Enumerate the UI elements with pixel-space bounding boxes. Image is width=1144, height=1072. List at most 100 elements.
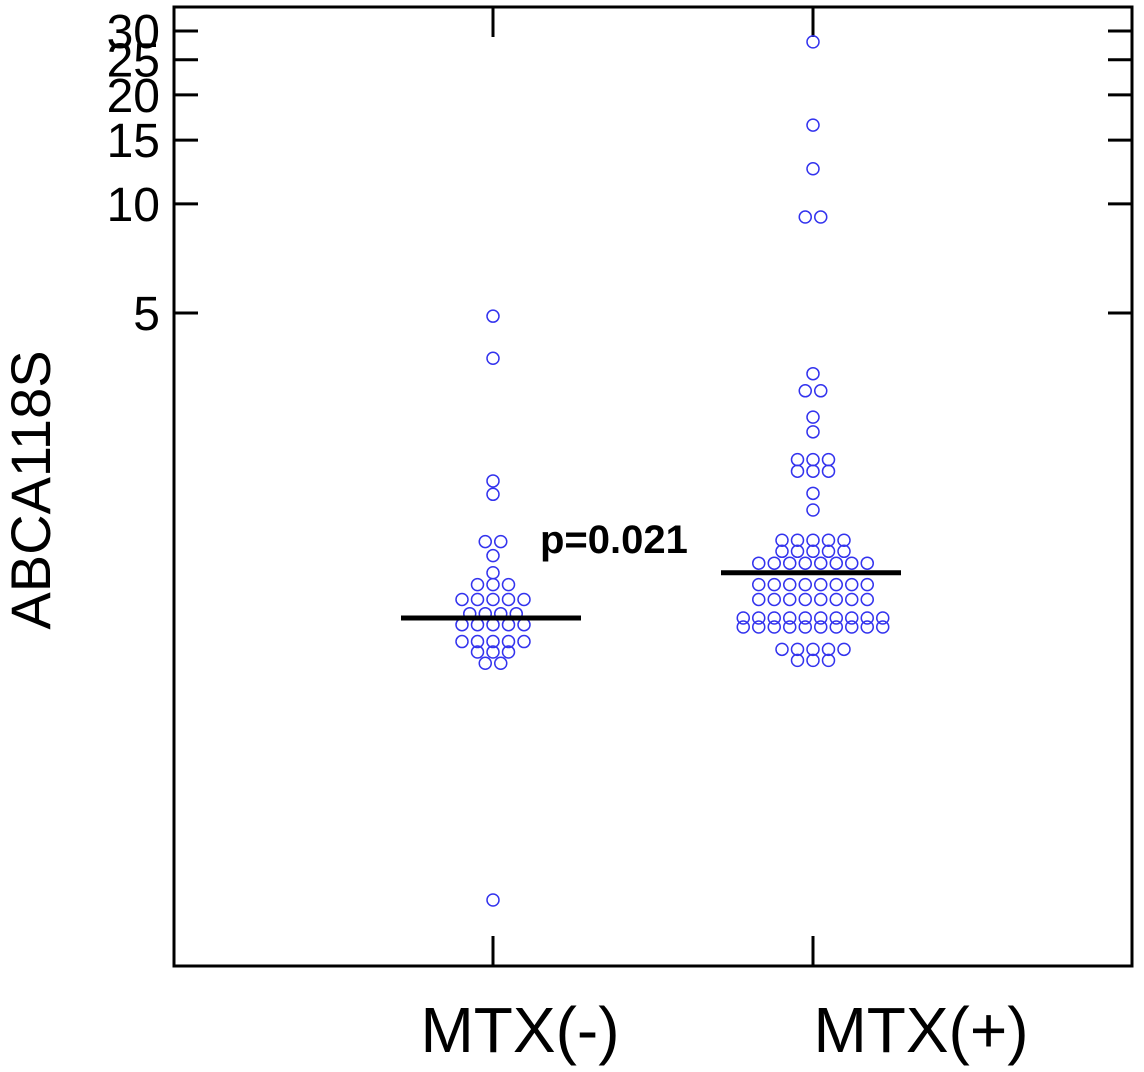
data-point [798,611,812,625]
data-point [767,592,781,607]
y-tick-label: 15 [107,115,160,168]
data-point [486,309,500,323]
data-point [860,577,874,592]
data-point [752,556,766,570]
data-point [478,656,492,671]
data-point [860,556,874,570]
data-point [501,634,516,649]
data-point [837,642,851,657]
data-point [821,452,836,467]
data-point [829,611,843,625]
data-point [814,556,828,570]
data-point [790,653,805,668]
data-point [486,565,500,580]
data-point [829,556,843,570]
data-point [821,464,836,478]
data-point [806,118,820,132]
data-point [517,592,531,607]
data-point [814,210,828,224]
data-point [845,620,859,634]
data-point [470,645,485,659]
data-point [783,611,797,625]
data-point [775,533,789,548]
data-point [814,577,828,592]
data-point [783,556,797,570]
y-axis-title: ABCA118S [0,350,62,629]
data-point [790,452,805,467]
y-tick-label: 10 [107,179,160,232]
data-point [752,611,766,625]
data-point [470,634,485,649]
data-point [845,577,859,592]
data-point [814,611,828,625]
data-point [798,577,812,592]
data-point [486,474,500,488]
category-label-mtx-minus: MTX(-) [420,994,619,1066]
data-point [455,592,469,607]
data-point [806,35,820,49]
data-point [798,620,812,634]
data-point [876,620,890,634]
y-tick-label: 30 [107,6,160,59]
data-point [486,351,500,366]
data-point [860,620,874,634]
data-point [829,592,843,607]
data-point [806,486,820,501]
data-point [798,592,812,607]
data-point [845,592,859,607]
data-point [829,620,843,634]
data-point [790,642,805,657]
data-point [845,556,859,570]
data-point [486,548,500,563]
data-point [806,533,820,548]
data-point [752,577,766,592]
data-points [455,35,890,907]
data-point [478,534,492,549]
data-point [783,577,797,592]
data-point [821,544,836,559]
y-tick-label: 20 [107,70,160,123]
data-point [790,464,805,478]
data-point [783,592,797,607]
data-point [494,656,508,671]
data-point [821,642,836,657]
data-point [736,611,750,625]
data-point [486,893,500,907]
data-point [814,384,828,398]
data-point [736,620,750,634]
data-point [837,544,851,559]
x-axis-ticks [491,7,815,966]
data-point [806,452,820,467]
data-point [486,634,500,649]
data-point [837,533,851,548]
data-point [494,534,508,549]
data-point [767,556,781,570]
data-point [752,620,766,634]
y-tick-label: 5 [133,288,160,341]
data-point [806,410,820,424]
data-point [806,366,820,381]
data-point [860,611,874,625]
data-point [501,645,516,659]
data-point [767,620,781,634]
data-point [806,425,820,439]
data-point [806,162,820,176]
data-point [767,577,781,592]
data-point [806,642,820,657]
data-point [798,384,812,398]
data-point [455,634,469,649]
data-point [517,634,531,649]
data-point [798,210,812,224]
data-point [806,503,820,517]
data-point [814,620,828,634]
data-point [501,592,516,607]
data-point [829,577,843,592]
data-point [845,611,859,625]
data-point [470,592,485,607]
data-point [783,620,797,634]
data-point [806,464,820,478]
category-label-mtx-plus: MTX(+) [813,994,1028,1066]
data-point [860,592,874,607]
